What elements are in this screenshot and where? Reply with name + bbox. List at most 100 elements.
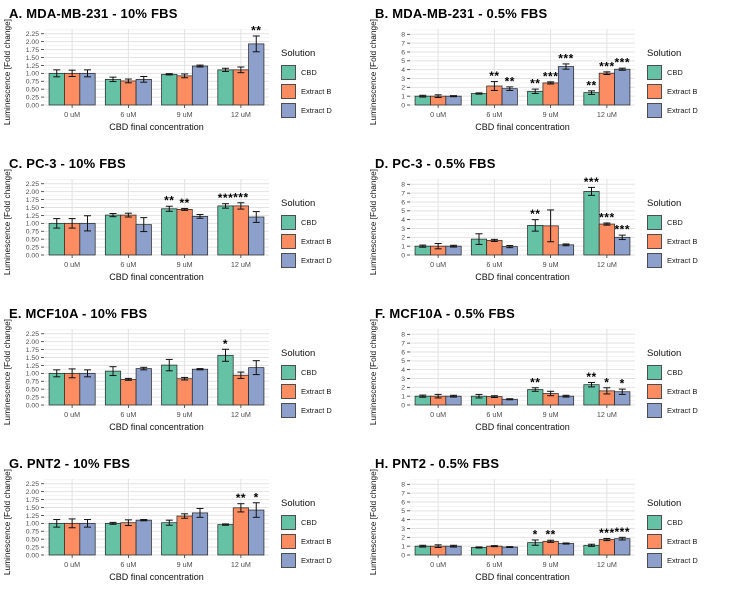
svg-text:**: ** <box>489 69 499 83</box>
svg-text:7: 7 <box>401 41 405 48</box>
svg-text:12 uM: 12 uM <box>231 260 251 269</box>
svg-text:**: ** <box>505 74 515 88</box>
svg-text:0: 0 <box>401 102 405 109</box>
svg-text:0.50: 0.50 <box>26 237 39 244</box>
svg-text:***: *** <box>599 526 615 540</box>
svg-text:12 uM: 12 uM <box>597 260 617 269</box>
bar-chart: 0.00 0.25 0.50 0.75 1.00 1.25 1.50 1.75 2.00 2.25… <box>13 172 273 273</box>
legend: Solution CBD Extract B Extract D <box>281 22 355 122</box>
legend: Solution CBD Extract B Extract D <box>281 172 355 272</box>
extract-d-swatch <box>647 103 662 118</box>
legend-item-cbd: CBD <box>281 515 355 530</box>
x-axis-label: CBD final concentration <box>109 272 204 282</box>
svg-text:1.00: 1.00 <box>26 221 39 228</box>
svg-text:4: 4 <box>401 367 405 374</box>
svg-text:7: 7 <box>401 191 405 198</box>
legend: Solution CBD Extract B Extract D <box>647 22 721 122</box>
cbd-swatch <box>281 515 296 530</box>
legend-item-extract-d: Extract D <box>281 403 355 418</box>
extract-d-swatch <box>281 553 296 568</box>
svg-text:9 uM: 9 uM <box>177 260 193 269</box>
svg-text:0.00: 0.00 <box>26 552 39 559</box>
panel-f: F. MCF10A - 0.5% FBS Luminescence [Fold … <box>366 300 732 450</box>
x-axis-label: CBD final concentration <box>475 422 570 432</box>
svg-text:0 uM: 0 uM <box>64 410 80 419</box>
panel-title: B. MDA-MB-231 - 0.5% FBS <box>375 6 548 21</box>
extract-b-swatch <box>647 534 662 549</box>
svg-text:1.50: 1.50 <box>26 205 39 212</box>
svg-text:0.00: 0.00 <box>26 402 39 409</box>
legend: Solution CBD Extract B Extract D <box>647 172 721 272</box>
svg-text:1: 1 <box>401 394 405 401</box>
legend: Solution CBD Extract B Extract D <box>281 322 355 422</box>
svg-text:1.75: 1.75 <box>26 47 39 54</box>
x-axis-label: CBD final concentration <box>475 272 570 282</box>
svg-text:**: ** <box>586 370 596 384</box>
svg-text:12 uM: 12 uM <box>597 110 617 119</box>
legend-item-extract-b: Extract B <box>647 384 721 399</box>
svg-text:1.75: 1.75 <box>26 347 39 354</box>
svg-text:6 uM: 6 uM <box>486 110 502 119</box>
svg-text:0 uM: 0 uM <box>64 110 80 119</box>
svg-text:0.75: 0.75 <box>26 529 39 536</box>
svg-text:1.75: 1.75 <box>26 497 39 504</box>
svg-text:1.50: 1.50 <box>26 55 39 62</box>
legend-item-extract-d: Extract D <box>281 553 355 568</box>
extract-d-swatch <box>281 253 296 268</box>
svg-text:*: * <box>254 490 259 504</box>
svg-text:7: 7 <box>401 491 405 498</box>
svg-text:0.75: 0.75 <box>26 79 39 86</box>
legend-title: Solution <box>647 198 682 209</box>
extract-b-swatch <box>647 84 662 99</box>
svg-text:2.25: 2.25 <box>26 331 39 338</box>
svg-text:1: 1 <box>401 544 405 551</box>
extract-d-swatch <box>281 103 296 118</box>
svg-text:***: *** <box>543 69 559 83</box>
y-axis-label: Luminescence [Fold change] <box>1 318 12 426</box>
svg-text:2.25: 2.25 <box>26 481 39 488</box>
extract-b-swatch <box>281 534 296 549</box>
svg-text:4: 4 <box>401 517 405 524</box>
svg-text:0.75: 0.75 <box>26 229 39 236</box>
svg-text:1.25: 1.25 <box>26 213 39 220</box>
cbd-swatch <box>281 365 296 380</box>
x-axis-label: CBD final concentration <box>109 572 204 582</box>
svg-text:*: * <box>604 375 609 389</box>
svg-text:0: 0 <box>401 402 405 409</box>
x-axis-label: CBD final concentration <box>109 122 204 132</box>
legend-item-extract-d: Extract D <box>647 103 721 118</box>
panel-title: D. PC-3 - 0.5% FBS <box>375 156 496 171</box>
svg-text:***: *** <box>584 175 600 189</box>
svg-text:6: 6 <box>401 49 405 56</box>
svg-text:0.25: 0.25 <box>26 94 39 101</box>
svg-text:0.50: 0.50 <box>26 387 39 394</box>
cbd-swatch <box>281 65 296 80</box>
svg-text:1.00: 1.00 <box>26 521 39 528</box>
svg-text:**: ** <box>530 207 540 221</box>
legend-item-extract-d: Extract D <box>647 403 721 418</box>
svg-text:1: 1 <box>401 94 405 101</box>
svg-text:0.25: 0.25 <box>26 244 39 251</box>
legend-item-cbd: CBD <box>647 515 721 530</box>
legend-title: Solution <box>647 348 682 359</box>
svg-text:0 uM: 0 uM <box>64 260 80 269</box>
svg-text:5: 5 <box>401 208 405 215</box>
svg-text:***: *** <box>614 56 630 70</box>
svg-text:**: ** <box>236 491 246 505</box>
svg-text:1.75: 1.75 <box>26 197 39 204</box>
svg-text:6 uM: 6 uM <box>120 560 136 569</box>
legend-item-extract-b: Extract B <box>647 234 721 249</box>
svg-text:12 uM: 12 uM <box>231 110 251 119</box>
svg-text:*: * <box>223 337 228 351</box>
y-axis-label: Luminescence [Fold change] <box>367 168 378 276</box>
extract-b-swatch <box>281 234 296 249</box>
svg-text:6 uM: 6 uM <box>120 110 136 119</box>
svg-text:6 uM: 6 uM <box>486 410 502 419</box>
panel-title: F. MCF10A - 0.5% FBS <box>375 306 516 321</box>
panel-b: B. MDA-MB-231 - 0.5% FBS Luminescence [F… <box>366 0 732 150</box>
svg-text:6: 6 <box>401 199 405 206</box>
legend: Solution CBD Extract B Extract D <box>647 472 721 572</box>
svg-text:6 uM: 6 uM <box>486 560 502 569</box>
